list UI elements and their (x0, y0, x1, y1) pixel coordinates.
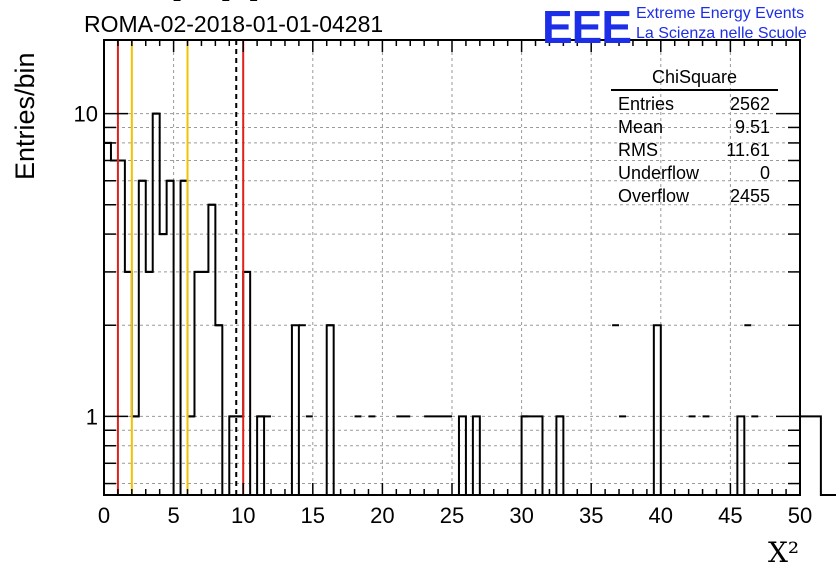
stats-title: ChiSquare (611, 67, 778, 91)
stats-label: RMS (618, 140, 658, 160)
x-tick-label: 0 (98, 503, 110, 528)
x-tick-label: 20 (370, 503, 394, 528)
stats-row-underflow: Underflow 0 (611, 162, 778, 185)
stats-value: 11.61 (726, 140, 770, 160)
stats-value: 0 (759, 163, 770, 183)
x-tick-label: 45 (718, 503, 742, 528)
stats-label: Overflow (618, 186, 690, 206)
stats-box: ChiSquare Entries 2562 Mean 9.51 RMS 11.… (611, 67, 778, 208)
stats-value: 9.51 (734, 117, 770, 137)
x-tick-label: 30 (509, 503, 533, 528)
stats-label: Mean (618, 117, 664, 137)
y-axis-label: Entries/bin (10, 52, 40, 180)
logo-line-2: La Scienza nelle Scuole (636, 25, 807, 42)
reference-lines (116, 40, 245, 495)
stats-row-rms: RMS 11.61 (611, 139, 778, 162)
chart-title: ROMA-02-2018-01-01-04281 (84, 11, 384, 37)
stats-value: 2455 (729, 186, 770, 206)
eee-logo: EEE (542, 1, 632, 53)
stats-label: Underflow (618, 163, 700, 183)
y-tick-label: 1 (86, 404, 98, 429)
stats-row-overflow: Overflow 2455 (611, 185, 778, 208)
axes: 0 5 10 15 20 25 30 35 40 45 50 1 10 (74, 39, 812, 528)
x-tick-label: 5 (167, 503, 179, 528)
y-tick-label: 10 (74, 102, 98, 127)
grid (104, 40, 800, 495)
x-tick-label: 35 (579, 503, 603, 528)
stats-value: 2562 (729, 94, 770, 114)
logo-line-1: Extreme Energy Events (636, 5, 805, 22)
stats-label: Entries (618, 94, 675, 114)
stats-row-mean: Mean 9.51 (611, 116, 778, 139)
x-axis-label: X² (768, 536, 800, 569)
x-tick-label: 15 (301, 503, 325, 528)
x-tick-label: 10 (231, 503, 255, 528)
x-tick-label: 25 (440, 503, 464, 528)
stats-row-entries: Entries 2562 (611, 93, 778, 116)
x-tick-label: 40 (649, 503, 673, 528)
x-tick-label: 50 (788, 503, 812, 528)
